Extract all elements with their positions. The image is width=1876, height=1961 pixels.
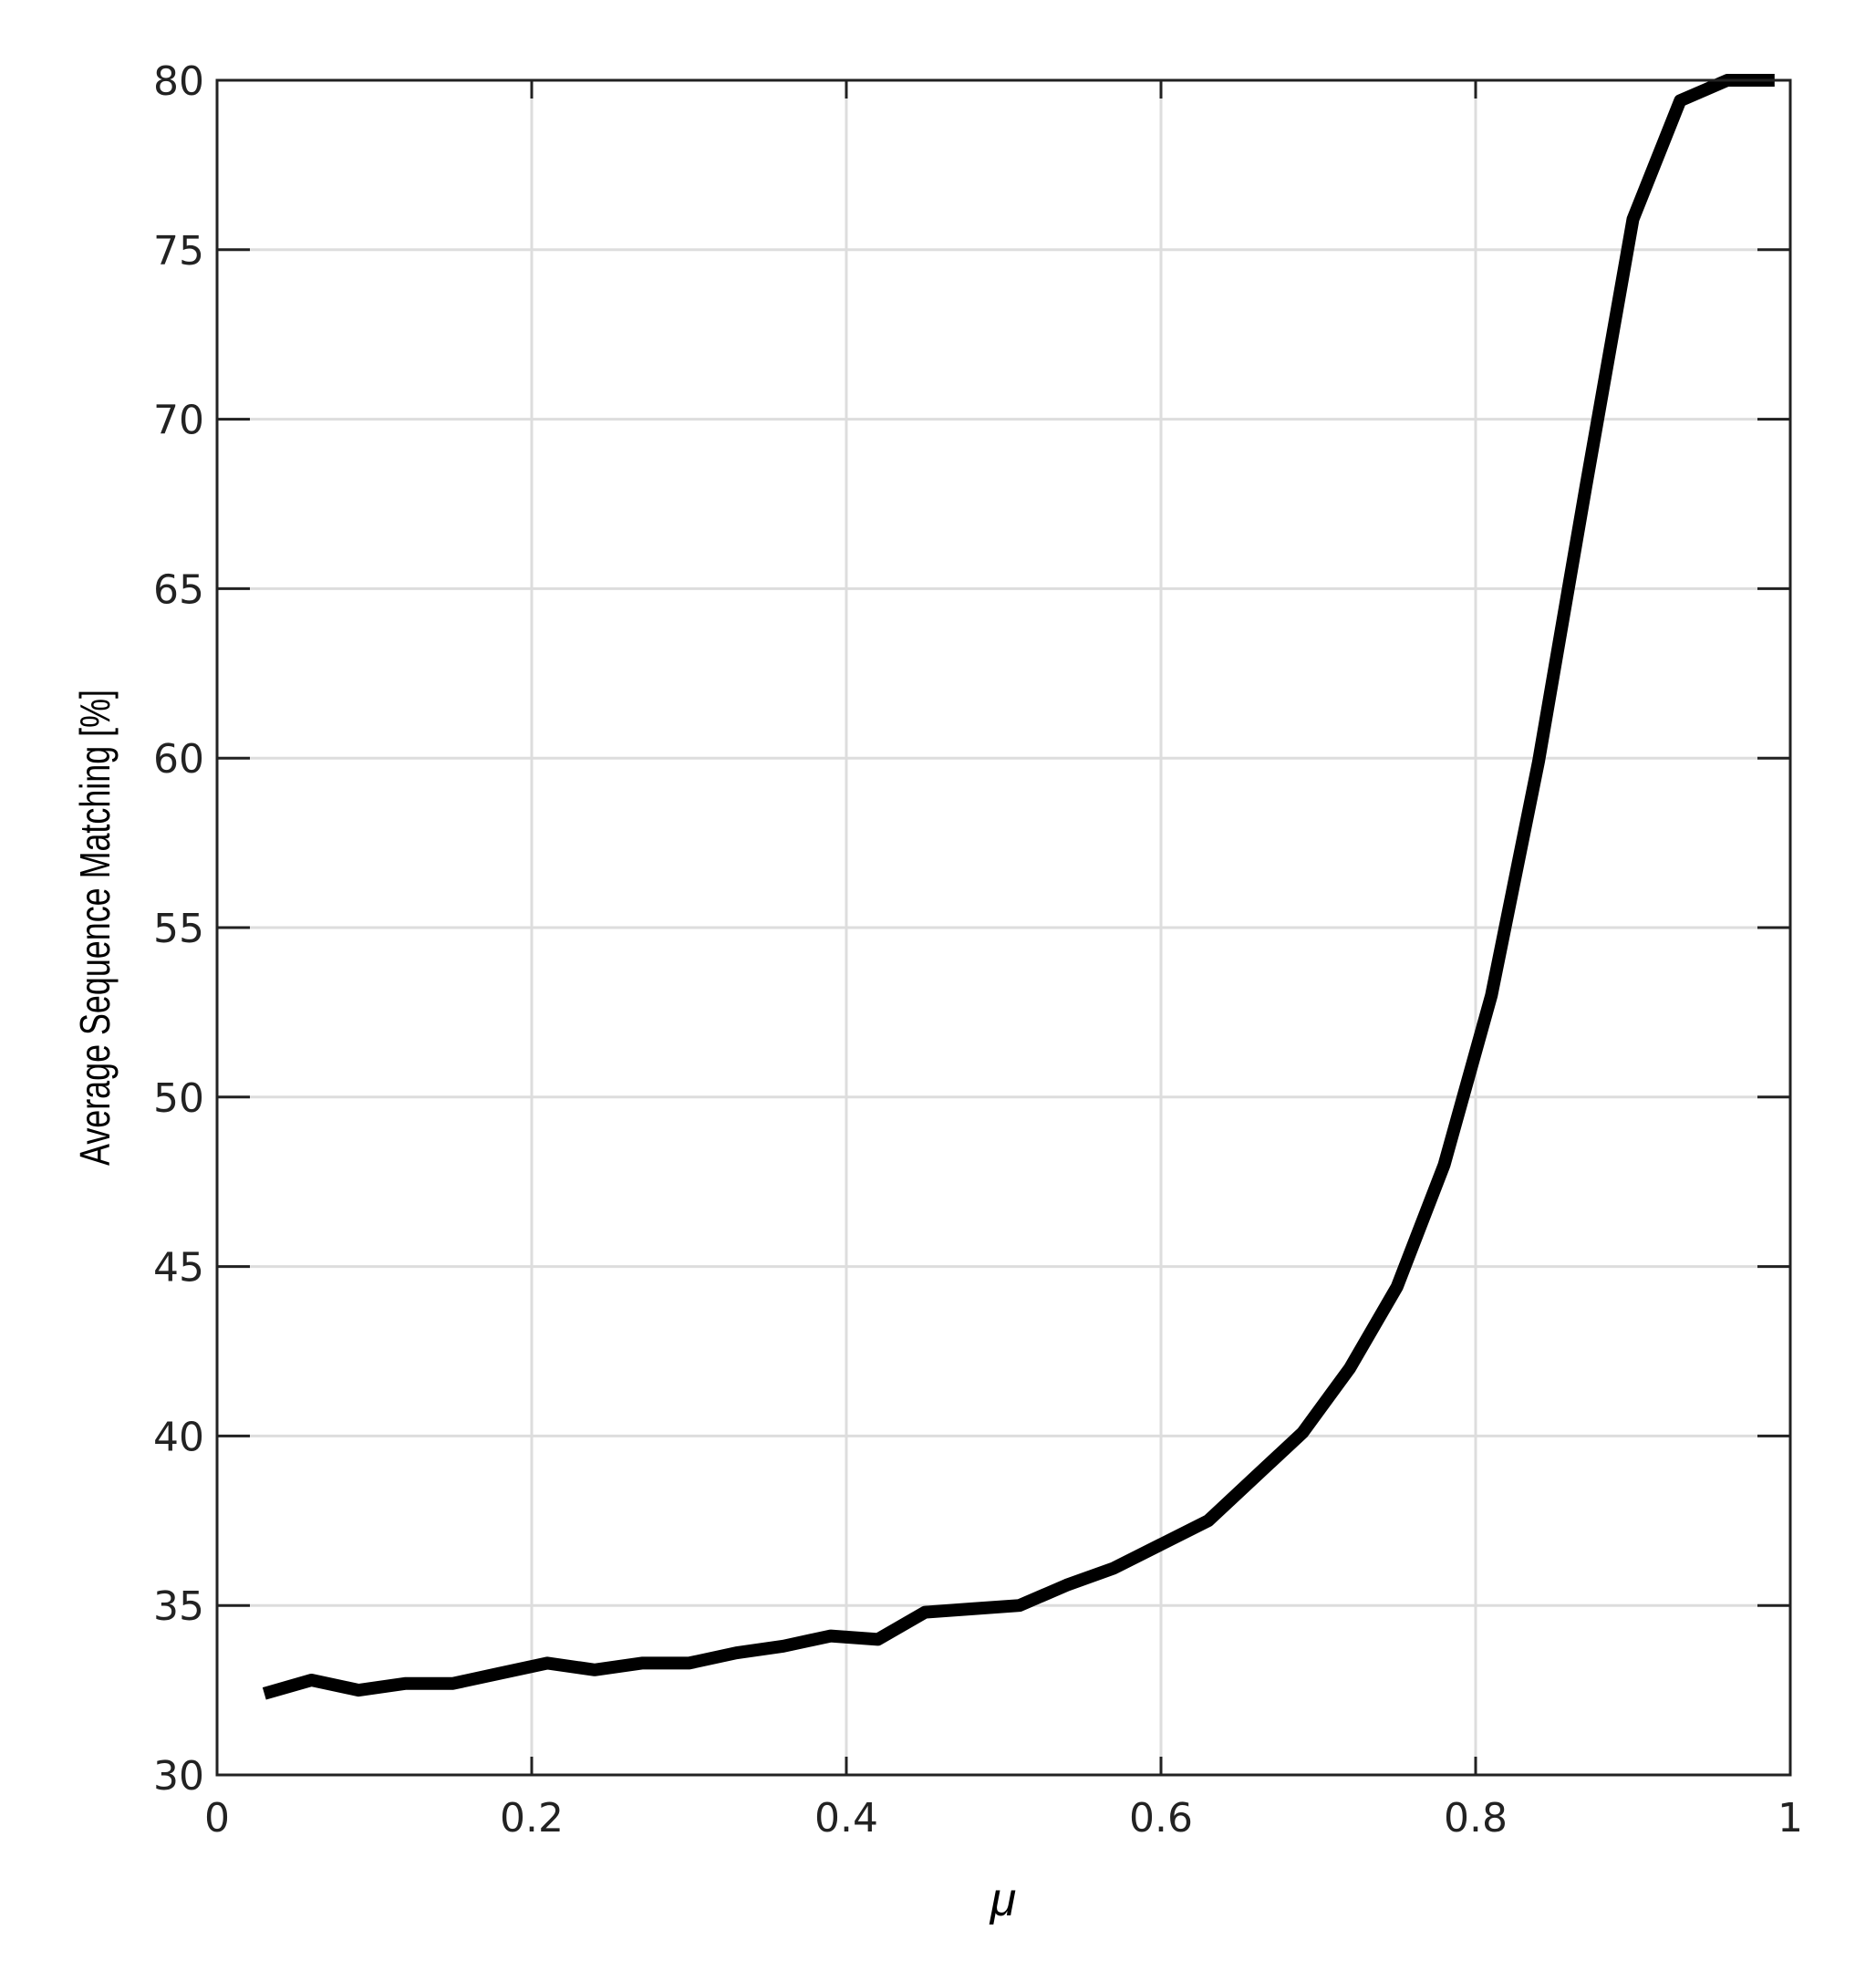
y-tick-label: 30 — [153, 1753, 204, 1800]
y-axis-label: Average Sequence Matching [%] — [72, 690, 119, 1166]
x-axis-label: μ — [989, 1873, 1017, 1926]
x-tick-label: 0.6 — [1129, 1795, 1193, 1842]
y-tick-label: 40 — [153, 1414, 204, 1460]
y-tick-marks — [217, 78, 1790, 1777]
y-tick-label: 50 — [153, 1075, 204, 1122]
y-tick-label: 45 — [153, 1245, 204, 1292]
y-tick-label: 65 — [153, 566, 204, 613]
x-tick-label: 0.4 — [814, 1795, 878, 1842]
x-tick-marks — [215, 80, 1792, 1775]
x-tick-label: 1 — [1778, 1795, 1803, 1842]
x-tick-label: 0 — [204, 1795, 230, 1842]
y-tick-labels: 30 35 40 45 50 55 60 65 70 75 80 — [153, 58, 204, 1800]
x-tick-label: 0.8 — [1444, 1795, 1508, 1842]
x-tick-label: 0.2 — [500, 1795, 564, 1842]
y-tick-label: 80 — [153, 58, 204, 105]
y-tick-label: 55 — [153, 906, 204, 952]
y-tick-label: 60 — [153, 736, 204, 783]
series-line — [262, 74, 1775, 1700]
y-tick-label: 70 — [153, 398, 204, 444]
x-tick-labels: 0 0.2 0.4 0.6 0.8 1 — [204, 1795, 1803, 1842]
y-tick-label: 35 — [153, 1583, 204, 1630]
y-tick-label: 75 — [153, 228, 204, 275]
data-series — [262, 74, 1775, 1700]
